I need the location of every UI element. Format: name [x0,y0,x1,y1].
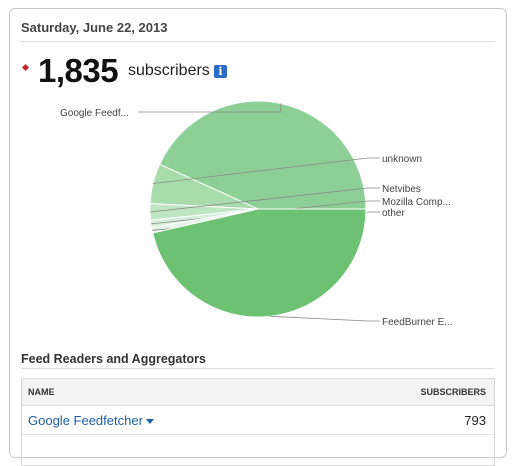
stats-panel: Saturday, June 22, 2013 1,835 subscriber… [9,8,507,466]
pie-leader-line [152,157,380,184]
pie-slice-label: Netvibes [382,184,421,195]
pie-slice-label: FeedBurner E... [382,317,453,328]
table-header: NAME SUBSCRIBERS [22,379,494,406]
pie-chart: Google Feedf... unknown Netvibes Mozilla Co… [60,100,453,328]
subscriber-count: 1,835 [38,52,119,89]
feed-readers-table: NAME SUBSCRIBERS Google Feedfetcher 793 [21,378,495,466]
table-row: Google Feedfetcher 793 [22,406,494,435]
table-row [22,435,494,465]
divider [21,368,495,369]
pie-slice-label: other [382,208,405,219]
column-header-subscribers[interactable]: SUBSCRIBERS [420,387,486,397]
pie-leader-line [149,187,380,213]
pie-slice-label: unknown [382,154,422,165]
divider [21,41,495,42]
pie-slice-label: Mozilla Comp... [382,197,451,208]
date-header: Saturday, June 22, 2013 [21,20,168,35]
pie-slice[interactable] [152,208,367,318]
column-header-name[interactable]: NAME [28,387,55,397]
info-icon[interactable]: i [214,65,227,78]
pie-slice-label: Google Feedf... [60,108,129,119]
pie-leader-line [138,103,282,113]
section-title: Feed Readers and Aggregators [21,352,207,366]
reader-name: Google Feedfetcher [28,413,143,428]
subscriber-count-label: subscribers [128,62,210,79]
dropdown-caret-icon[interactable] [145,419,154,425]
subscriber-value: 793 [464,413,486,428]
pie-leader-line [270,315,380,322]
reader-name-link[interactable]: Google Feedfetcher [28,413,154,428]
